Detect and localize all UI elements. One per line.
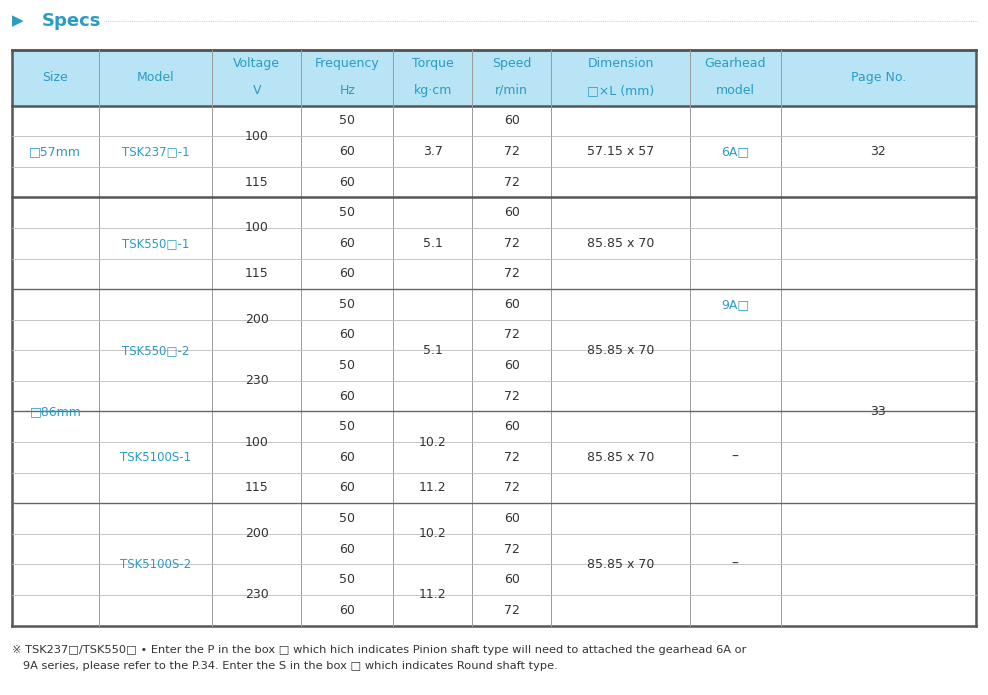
Text: 6A□: 6A□ (721, 145, 749, 158)
Text: V: V (253, 84, 261, 97)
Text: Model: Model (136, 72, 175, 84)
Text: 60: 60 (504, 359, 520, 372)
Text: 85.85 x 70: 85.85 x 70 (587, 237, 654, 250)
Text: Frequency: Frequency (315, 58, 379, 70)
Text: 115: 115 (245, 268, 269, 280)
Text: 100: 100 (245, 130, 269, 142)
Text: 50: 50 (339, 512, 356, 525)
Text: Hz: Hz (339, 84, 356, 97)
Text: 5.1: 5.1 (423, 237, 443, 250)
Text: Dimension: Dimension (587, 58, 654, 70)
Text: 72: 72 (504, 329, 520, 341)
Text: Specs: Specs (41, 12, 101, 30)
Text: 60: 60 (504, 420, 520, 433)
Text: TSK550□-1: TSK550□-1 (122, 237, 190, 250)
Text: –: – (732, 557, 738, 571)
Text: 11.2: 11.2 (419, 482, 447, 494)
Text: 72: 72 (504, 451, 520, 464)
Text: 72: 72 (504, 543, 520, 555)
Text: 60: 60 (504, 573, 520, 586)
Text: 60: 60 (339, 482, 356, 494)
Text: 72: 72 (504, 145, 520, 158)
Text: 32: 32 (870, 145, 886, 158)
Text: TSK237□-1: TSK237□-1 (122, 145, 190, 158)
Text: 72: 72 (504, 604, 520, 616)
Text: 50: 50 (339, 115, 356, 127)
Text: 230: 230 (245, 375, 269, 387)
Text: Speed: Speed (492, 58, 532, 70)
Text: 60: 60 (504, 512, 520, 525)
Text: r/min: r/min (495, 84, 529, 97)
Text: 50: 50 (339, 420, 356, 433)
Text: 72: 72 (504, 268, 520, 280)
Text: 10.2: 10.2 (419, 436, 447, 448)
Text: 72: 72 (504, 237, 520, 250)
Text: 50: 50 (339, 359, 356, 372)
Bar (12, 50, 976, 106)
Text: 50: 50 (339, 298, 356, 311)
Text: Page No.: Page No. (851, 72, 906, 84)
Text: 85.85 x 70: 85.85 x 70 (587, 344, 654, 357)
Text: 60: 60 (504, 115, 520, 127)
Text: 100: 100 (245, 222, 269, 234)
Text: 60: 60 (339, 390, 356, 402)
Text: Voltage: Voltage (233, 58, 281, 70)
Text: 9A□: 9A□ (721, 298, 749, 311)
Text: 50: 50 (339, 206, 356, 219)
Text: 3.7: 3.7 (423, 145, 443, 158)
Text: 60: 60 (504, 298, 520, 311)
Text: 11.2: 11.2 (419, 589, 447, 601)
Text: 100: 100 (245, 436, 269, 448)
Text: Gearhead: Gearhead (704, 58, 766, 70)
Text: 33: 33 (870, 405, 886, 418)
Text: 60: 60 (339, 543, 356, 555)
Text: 72: 72 (504, 390, 520, 402)
Text: 60: 60 (339, 237, 356, 250)
Text: 5.1: 5.1 (423, 344, 443, 357)
Text: TSK550□-2: TSK550□-2 (122, 344, 190, 357)
Text: ※ TSK237□/TSK550□ • Enter the P in the box □ which hich indicates Pinion shaft t: ※ TSK237□/TSK550□ • Enter the P in the b… (12, 645, 746, 671)
Text: TSK5100S-2: TSK5100S-2 (121, 558, 191, 571)
Text: 60: 60 (339, 604, 356, 616)
Text: 60: 60 (339, 176, 356, 188)
Text: 60: 60 (339, 451, 356, 464)
Text: 115: 115 (245, 482, 269, 494)
Text: 60: 60 (504, 206, 520, 219)
Text: 60: 60 (339, 329, 356, 341)
Text: 57.15 x 57: 57.15 x 57 (587, 145, 654, 158)
Text: kg·cm: kg·cm (414, 84, 452, 97)
Text: □×L (mm): □×L (mm) (587, 84, 654, 97)
Text: Torque: Torque (412, 58, 453, 70)
Text: 72: 72 (504, 482, 520, 494)
Text: model: model (715, 84, 755, 97)
Text: 60: 60 (339, 145, 356, 158)
Text: 10.2: 10.2 (419, 528, 447, 540)
Text: 230: 230 (245, 589, 269, 601)
Text: TSK5100S-1: TSK5100S-1 (121, 451, 191, 464)
Text: –: – (732, 450, 738, 464)
Text: 115: 115 (245, 176, 269, 188)
Text: 50: 50 (339, 573, 356, 586)
Text: ▶: ▶ (12, 13, 24, 28)
Text: 85.85 x 70: 85.85 x 70 (587, 451, 654, 464)
Text: Size: Size (42, 72, 68, 84)
Text: 85.85 x 70: 85.85 x 70 (587, 558, 654, 571)
Text: □57mm: □57mm (30, 145, 81, 158)
Text: 200: 200 (245, 528, 269, 540)
Text: 72: 72 (504, 176, 520, 188)
Text: 200: 200 (245, 313, 269, 326)
Text: 60: 60 (339, 268, 356, 280)
Text: □86mm: □86mm (30, 405, 81, 418)
